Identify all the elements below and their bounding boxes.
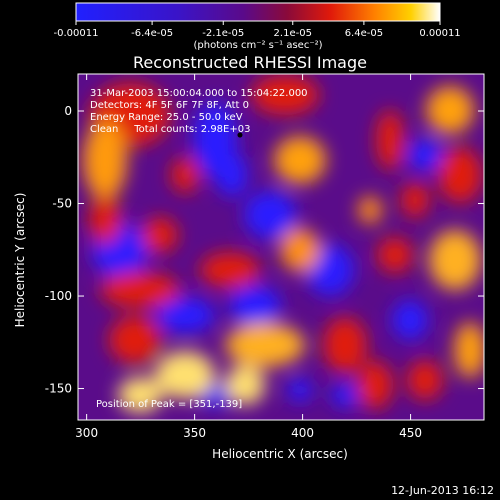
intensity-blob: [142, 217, 178, 253]
annotation-clean-counts: Clean Total counts: 2.98E+03: [90, 124, 250, 135]
intensity-blob: [109, 316, 161, 364]
colorbar-tick-label: -0.00011: [54, 28, 99, 39]
intensity-blob: [216, 153, 248, 197]
x-axis-label: Heliocentric X (arcsec): [212, 447, 348, 461]
intensity-blob: [401, 182, 429, 218]
peak-marker: [237, 132, 243, 138]
intensity-blob: [357, 361, 393, 409]
intensity-blob: [392, 300, 428, 340]
intensity-blob: [89, 196, 121, 244]
intensity-blob: [376, 110, 404, 170]
timestamp: 12-Jun-2013 16:12: [391, 484, 494, 497]
intensity-blob: [407, 139, 443, 171]
intensity-blob: [200, 252, 260, 288]
colorbar-ticks: [75, 21, 441, 25]
intensity-blob: [83, 120, 127, 200]
intensity-blob: [358, 196, 382, 224]
colorbar-units: (photons cm⁻² s⁻¹ asec⁻²): [193, 40, 322, 51]
intensity-blob: [225, 365, 265, 405]
y-axis-label: Heliocentric Y (arcsec): [13, 193, 27, 328]
intensity-blob: [274, 136, 326, 184]
intensity-blob: [229, 285, 281, 325]
x-tick-label: 450: [399, 426, 422, 440]
intensity-blob: [426, 86, 474, 134]
x-tick-label: 400: [291, 426, 314, 440]
intensity-blob: [407, 360, 443, 400]
intensity-blob: [225, 323, 305, 367]
colorbar-tick-labels: -0.00011 -6.4e-05 -2.1e-05 2.1e-05 6.4e-05 0.…: [54, 28, 461, 39]
colorbar-tick-label: -2.1e-05: [202, 28, 244, 39]
intensity-blob: [377, 237, 413, 273]
intensity-blob: [118, 377, 162, 413]
intensity-blob: [331, 383, 359, 407]
y-tick-label: -150: [45, 382, 72, 396]
x-tick-label: 300: [75, 426, 98, 440]
intensity-blob: [280, 228, 320, 272]
chart-title: Reconstructed RHESSI Image: [133, 53, 367, 72]
peak-position-label: Position of Peak = [351,-139]: [96, 399, 242, 410]
colorbar-tick-label: -6.4e-05: [131, 28, 173, 39]
heatmap-image: [78, 74, 484, 420]
intensity-blob: [429, 230, 481, 290]
y-axis-ticks: 0 -50 -100 -150: [45, 104, 484, 396]
annotation-detectors: Detectors: 4F 5F 6F 7F 8F, Att 0: [90, 100, 249, 111]
intensity-blob: [251, 75, 319, 115]
intensity-blob: [454, 322, 484, 378]
intensity-blob: [100, 272, 180, 308]
intensity-blob: [155, 351, 215, 399]
y-tick-label: -50: [52, 197, 72, 211]
colorbar: [75, 2, 441, 22]
intensity-blob: [288, 378, 312, 402]
plot-frame: [77, 73, 485, 421]
x-axis-ticks: 300 350 400 450: [75, 74, 422, 440]
annotation-time-range: 31-Mar-2003 15:00:04.000 to 15:04:22.000: [90, 88, 308, 99]
annotation-energy-range: Energy Range: 25.0 - 50.0 keV: [90, 112, 243, 123]
colorbar-tick-label: 6.4e-05: [345, 28, 383, 39]
intensity-blob: [438, 147, 482, 203]
y-tick-label: -100: [45, 289, 72, 303]
x-tick-label: 350: [183, 426, 206, 440]
colorbar-tick-label: 2.1e-05: [274, 28, 312, 39]
intensity-blob: [171, 157, 199, 193]
intensity-blob: [155, 297, 215, 333]
intensity-blob: [323, 317, 367, 373]
y-tick-label: 0: [64, 104, 72, 118]
colorbar-tick-label: 0.00011: [419, 28, 460, 39]
intensity-blob: [244, 191, 296, 239]
